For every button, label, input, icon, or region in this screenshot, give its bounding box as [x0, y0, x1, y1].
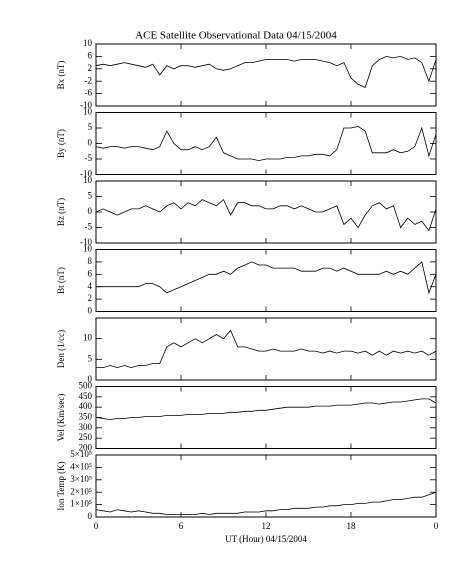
- y-tick-label: 10: [83, 244, 93, 254]
- data-line: [95, 125, 437, 162]
- x-tick-label: 18: [347, 521, 357, 531]
- y-tick-label: 10: [83, 107, 93, 117]
- x-axis-label: UT (Hour) 04/15/2004: [225, 534, 307, 544]
- data-line: [96, 329, 437, 369]
- y-tick-label: 2×10⁵: [70, 486, 92, 496]
- y-axis-label: Bx (nT): [56, 61, 66, 90]
- y-tick-label: 2: [88, 293, 93, 303]
- y-tick-label: 5: [88, 191, 93, 201]
- y-tick-label: -2: [85, 75, 93, 85]
- chart-title: ACE Satellite Observational Data 04/15/2…: [135, 30, 337, 42]
- y-axis-label: Ion Temp (K): [56, 461, 66, 510]
- y-tick-label: -5: [85, 222, 93, 232]
- y-tick-label: -6: [85, 88, 93, 98]
- data-line: [95, 491, 437, 515]
- data-line: [95, 198, 437, 232]
- y-tick-label: -10: [80, 169, 92, 179]
- y-axis-label: Vel (Km/sec): [56, 394, 66, 442]
- x-tick-label: 0: [434, 521, 439, 531]
- y-tick-label: 2: [88, 63, 93, 73]
- y-tick-label: 10: [83, 333, 93, 343]
- y-tick-label: 6: [88, 50, 93, 60]
- y-tick-label: 5×10⁵: [70, 449, 92, 459]
- y-axis-label: Bz (nT): [56, 198, 66, 226]
- y-tick-label: 0: [88, 138, 93, 148]
- y-tick-label: 350: [79, 412, 93, 422]
- y-axis-label: Bt (nT): [56, 267, 66, 294]
- y-tick-label: 10: [83, 175, 93, 185]
- x-tick-label: 6: [179, 521, 184, 531]
- y-axis-label: By (nT): [56, 129, 66, 158]
- y-tick-label: 250: [79, 432, 93, 442]
- y-tick-label: 4: [88, 281, 93, 291]
- y-tick-label: -10: [80, 100, 92, 110]
- y-tick-label: 6: [88, 268, 93, 278]
- data-line: [95, 55, 437, 88]
- y-tick-label: 500: [79, 381, 93, 391]
- y-tick-label: 300: [79, 422, 93, 432]
- y-tick-label: 0: [88, 374, 93, 384]
- y-tick-label: 200: [79, 443, 93, 453]
- y-tick-label: 5: [88, 122, 93, 132]
- y-tick-label: 0: [88, 306, 93, 316]
- y-tick-label: 8: [88, 256, 93, 266]
- y-tick-label: 10: [83, 38, 93, 48]
- y-tick-label: 0: [88, 511, 93, 521]
- x-tick-label: 0: [94, 521, 99, 531]
- y-tick-label: 0: [88, 206, 93, 216]
- y-tick-label: -5: [85, 153, 93, 163]
- data-line: [95, 398, 437, 421]
- y-tick-label: 1×10⁵: [70, 499, 92, 509]
- data-line: [96, 261, 437, 295]
- y-tick-label: 450: [79, 391, 93, 401]
- x-tick-label: 12: [262, 521, 271, 531]
- y-tick-label: 400: [79, 401, 93, 411]
- y-tick-label: 5: [88, 353, 93, 363]
- y-tick-label: 3×10⁵: [70, 474, 92, 484]
- y-tick-label: 4×10⁵: [70, 461, 92, 471]
- y-tick-label: -10: [80, 237, 92, 247]
- y-axis-label: Den (1/cc): [56, 330, 66, 368]
